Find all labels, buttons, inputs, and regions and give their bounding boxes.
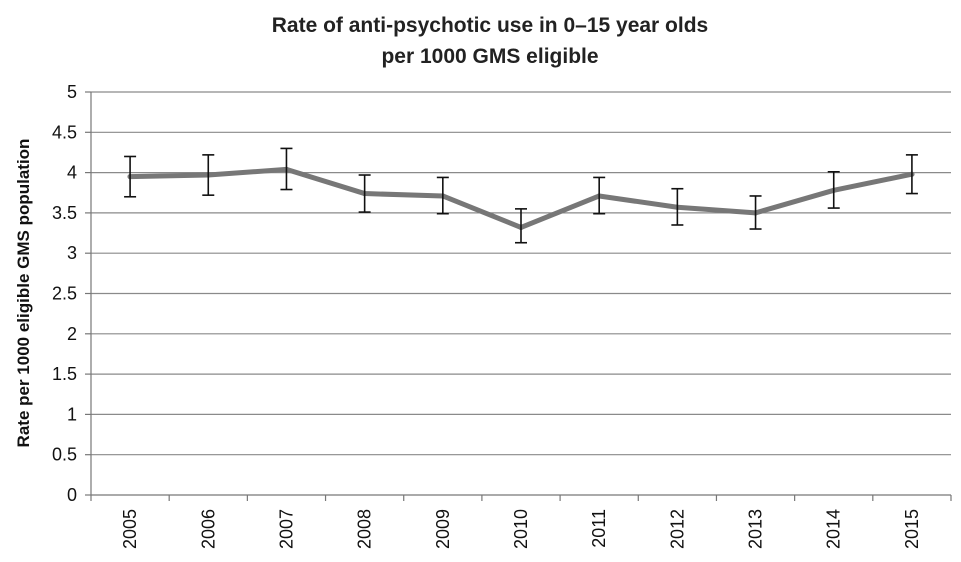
error-bar xyxy=(827,170,840,209)
y-tick-label: 2 xyxy=(67,324,77,344)
y-axis-label: Rate per 1000 eligible GMS population xyxy=(14,139,33,448)
x-tick-label: 2010 xyxy=(511,509,531,549)
y-tick-label: 4 xyxy=(67,163,77,183)
error-bar xyxy=(515,208,527,244)
error-bar xyxy=(593,176,606,215)
error-bars xyxy=(124,147,918,244)
x-tick-label: 2012 xyxy=(667,509,687,549)
y-tick-label: 4.5 xyxy=(52,122,77,142)
x-tick-label: 2005 xyxy=(120,509,140,549)
y-tick-label: 0 xyxy=(67,485,77,505)
gridlines xyxy=(91,91,951,456)
y-tick-label: 2.5 xyxy=(52,284,77,304)
y-tick-label: 3 xyxy=(67,243,77,263)
x-tick-label: 2008 xyxy=(355,509,375,549)
error-bar xyxy=(749,195,762,230)
x-tick-label: 2006 xyxy=(198,509,218,549)
x-tick-label: 2011 xyxy=(589,509,609,548)
error-bar xyxy=(436,176,449,215)
chart-title-line-2: per 1000 GMS eligible xyxy=(381,45,598,68)
x-tick-label: 2015 xyxy=(902,509,922,549)
y-tick-label: 5 xyxy=(67,82,77,102)
y-tick-labels: 0 0.5 1 1.5 2 2.5 3 3.5 4 4.5 5 xyxy=(52,82,77,505)
y-tick-label: 1 xyxy=(67,404,77,424)
x-tick-label: 2013 xyxy=(746,509,766,549)
error-bar xyxy=(358,174,371,213)
error-bar xyxy=(905,154,918,195)
error-bar xyxy=(280,147,293,191)
error-bar xyxy=(202,154,215,196)
error-bar xyxy=(671,187,684,226)
x-tick-label: 2014 xyxy=(824,509,844,549)
x-tick-labels: 2005 2006 2007 2008 2009 2010 2011 2012 2013 2014… xyxy=(120,509,922,549)
y-tick-label: 1.5 xyxy=(52,364,77,384)
error-bar xyxy=(124,155,137,198)
y-tick-label: 0.5 xyxy=(52,445,77,465)
axes xyxy=(85,91,952,501)
y-tick-label: 3.5 xyxy=(52,203,77,223)
x-tick-label: 2009 xyxy=(433,509,453,549)
x-tick-label: 2007 xyxy=(276,509,296,549)
chart-title-line-1: Rate of anti-psychotic use in 0–15 year … xyxy=(272,14,708,37)
